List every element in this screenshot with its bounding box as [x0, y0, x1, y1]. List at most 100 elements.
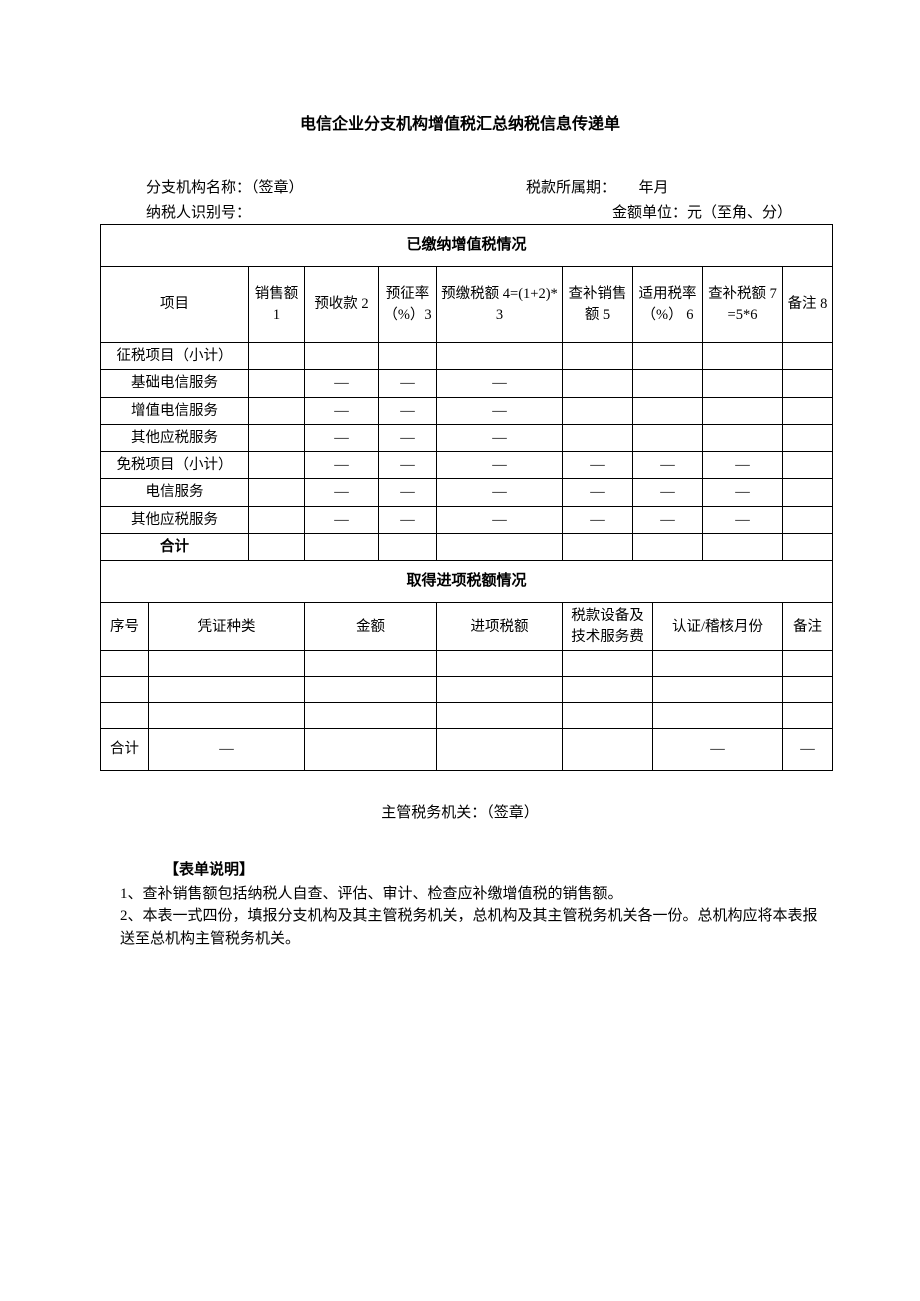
- cell: [783, 397, 833, 424]
- col-remark2: 备注: [783, 603, 833, 651]
- meta-row-1: 分支机构名称：（签章） 税款所属期： 年月: [100, 176, 820, 197]
- cell: [437, 728, 563, 770]
- table-row: [101, 702, 833, 728]
- description-title: 【表单说明】: [100, 858, 820, 879]
- cell: [305, 702, 437, 728]
- cell: [633, 534, 703, 561]
- cell: —: [379, 370, 437, 397]
- cell: [563, 370, 633, 397]
- col-seq: 序号: [101, 603, 149, 651]
- cell-label: 其他应税服务: [101, 506, 249, 533]
- cell: [305, 343, 379, 370]
- table-row: 电信服务 — — — — — —: [101, 479, 833, 506]
- cell: [305, 650, 437, 676]
- cell: [633, 397, 703, 424]
- cell: —: [437, 397, 563, 424]
- cell: [703, 370, 783, 397]
- cell: [249, 506, 305, 533]
- cell: —: [379, 397, 437, 424]
- cell: [783, 506, 833, 533]
- cell: [379, 343, 437, 370]
- cell: [783, 650, 833, 676]
- cell: [563, 397, 633, 424]
- section1-col-header-row: 项目 销售额 1 预收款 2 预征率（%）3 预缴税额 4=(1+2)*3 查补…: [101, 267, 833, 343]
- cell: [703, 424, 783, 451]
- cell: [149, 676, 305, 702]
- cell: [249, 397, 305, 424]
- cell: [703, 397, 783, 424]
- cell: [703, 534, 783, 561]
- section1-header-row: 已缴纳增值税情况: [101, 225, 833, 267]
- cell: —: [633, 506, 703, 533]
- cell: [249, 343, 305, 370]
- cell: —: [437, 452, 563, 479]
- cell: —: [305, 479, 379, 506]
- cell: —: [703, 452, 783, 479]
- cell-label: 征税项目（小计）: [101, 343, 249, 370]
- taxpayer-id-label: 纳税人识别号：: [146, 201, 526, 222]
- cell: [783, 370, 833, 397]
- cell: [437, 650, 563, 676]
- cell: —: [379, 479, 437, 506]
- cell: [437, 676, 563, 702]
- cell: [305, 676, 437, 702]
- cell: [437, 534, 563, 561]
- period-value: 年月: [639, 180, 669, 196]
- cell-label: 增值电信服务: [101, 397, 249, 424]
- meta-row-2: 纳税人识别号： 金额单位：元（至角、分）: [100, 201, 820, 222]
- cell: [783, 424, 833, 451]
- cell: [101, 650, 149, 676]
- cell: [783, 534, 833, 561]
- cell: —: [653, 728, 783, 770]
- cell: [563, 728, 653, 770]
- cell: [249, 479, 305, 506]
- cell: —: [563, 506, 633, 533]
- cell: [633, 424, 703, 451]
- cell-label: 合计: [101, 728, 149, 770]
- cell: [437, 343, 563, 370]
- cell: —: [437, 479, 563, 506]
- cell: —: [305, 424, 379, 451]
- cell: [563, 424, 633, 451]
- cell: [783, 479, 833, 506]
- cell: [563, 702, 653, 728]
- cell: [249, 452, 305, 479]
- cell: —: [305, 452, 379, 479]
- cell: —: [305, 397, 379, 424]
- table-row: 免税项目（小计） — — — — — —: [101, 452, 833, 479]
- col-amount: 金额: [305, 603, 437, 651]
- cell: [305, 728, 437, 770]
- cell: —: [437, 506, 563, 533]
- section1-header: 已缴纳增值税情况: [101, 225, 833, 267]
- unit-label: 金额单位：元（至角、分）: [526, 201, 792, 222]
- table-row: 征税项目（小计）: [101, 343, 833, 370]
- cell: [249, 370, 305, 397]
- cell: [783, 676, 833, 702]
- cell: [703, 343, 783, 370]
- col-voucher-type: 凭证种类: [149, 603, 305, 651]
- cell: —: [563, 452, 633, 479]
- period-block: 税款所属期： 年月: [526, 176, 669, 197]
- cell: [305, 534, 379, 561]
- cell: [633, 370, 703, 397]
- col-pre-tax: 预缴税额 4=(1+2)*3: [437, 267, 563, 343]
- cell: [653, 676, 783, 702]
- section2-col-header-row: 序号 凭证种类 金额 进项税额 税款设备及技术服务费 认证/稽核月份 备注: [101, 603, 833, 651]
- branch-label: 分支机构名称：（签章）: [146, 176, 526, 197]
- cell: [653, 702, 783, 728]
- cell: [563, 534, 633, 561]
- cell: —: [783, 728, 833, 770]
- cell: —: [563, 479, 633, 506]
- cell: —: [703, 506, 783, 533]
- cell: [563, 650, 653, 676]
- cell: —: [633, 452, 703, 479]
- col-project: 项目: [101, 267, 249, 343]
- col-rate: 适用税率（%） 6: [633, 267, 703, 343]
- cell: —: [379, 506, 437, 533]
- cell: [101, 702, 149, 728]
- cell: —: [305, 370, 379, 397]
- table-row: 增值电信服务 — — —: [101, 397, 833, 424]
- cell-label: 其他应税服务: [101, 424, 249, 451]
- cell: —: [703, 479, 783, 506]
- cell: [101, 676, 149, 702]
